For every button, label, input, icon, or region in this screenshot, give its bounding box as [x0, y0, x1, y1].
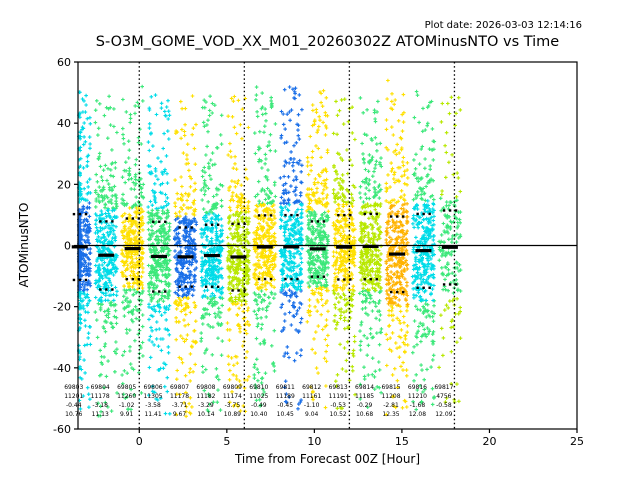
svg-text:-0.53: -0.53: [330, 402, 346, 409]
svg-text:-1.68: -1.68: [410, 402, 426, 409]
svg-text:-60: -60: [53, 423, 71, 436]
svg-text:11305: 11305: [144, 393, 163, 400]
svg-text:69817: 69817: [434, 384, 453, 391]
svg-text:11189: 11189: [276, 393, 295, 400]
svg-text:-3.75: -3.75: [225, 402, 241, 409]
svg-text:69811: 69811: [276, 384, 295, 391]
svg-text:15: 15: [395, 435, 409, 448]
svg-text:-40: -40: [53, 362, 71, 375]
svg-text:20: 20: [482, 435, 496, 448]
svg-text:-2.81: -2.81: [383, 402, 399, 409]
svg-text:69805: 69805: [117, 384, 136, 391]
svg-text:11201: 11201: [64, 393, 83, 400]
svg-text:9.04: 9.04: [305, 411, 319, 418]
svg-text:9.91: 9.91: [120, 411, 134, 418]
svg-text:-1.02: -1.02: [119, 402, 135, 409]
svg-text:69810: 69810: [249, 384, 268, 391]
svg-text:12.09: 12.09: [435, 411, 452, 418]
svg-text:69814: 69814: [355, 384, 374, 391]
svg-text:69813: 69813: [329, 384, 348, 391]
svg-text:-1.10: -1.10: [304, 402, 320, 409]
svg-text:11185: 11185: [355, 393, 374, 400]
svg-text:10.45: 10.45: [277, 411, 294, 418]
svg-text:-0.29: -0.29: [357, 402, 373, 409]
svg-text:11191: 11191: [329, 393, 348, 400]
svg-text:69809: 69809: [223, 384, 242, 391]
svg-text:20: 20: [57, 178, 71, 191]
svg-text:12.08: 12.08: [409, 411, 426, 418]
svg-text:10.89: 10.89: [224, 411, 241, 418]
svg-text:11210: 11210: [408, 393, 427, 400]
svg-text:69806: 69806: [144, 384, 163, 391]
svg-text:11174: 11174: [223, 393, 242, 400]
svg-text:11161: 11161: [302, 393, 321, 400]
svg-text:-0.44: -0.44: [66, 402, 82, 409]
svg-text:11260: 11260: [117, 393, 136, 400]
svg-text:-3.18: -3.18: [92, 402, 108, 409]
svg-text:10.40: 10.40: [250, 411, 267, 418]
svg-text:-20: -20: [53, 301, 71, 314]
svg-text:69804: 69804: [91, 384, 110, 391]
chart-title: S-O3M_GOME_VOD_XX_M01_20260302Z ATOMinus…: [95, 34, 560, 50]
svg-text:40: 40: [57, 117, 71, 130]
svg-text:11025: 11025: [249, 393, 268, 400]
y-axis-label: ATOMinusNTO: [17, 202, 31, 288]
svg-text:10.76: 10.76: [65, 411, 82, 418]
svg-text:-3.58: -3.58: [145, 402, 161, 409]
svg-text:11.41: 11.41: [144, 411, 161, 418]
svg-text:9.67: 9.67: [173, 411, 187, 418]
svg-text:-3.29: -3.29: [198, 402, 214, 409]
svg-text:11.13: 11.13: [92, 411, 109, 418]
svg-text:10.14: 10.14: [197, 411, 214, 418]
svg-text:69815: 69815: [381, 384, 400, 391]
svg-text:-0.49: -0.49: [251, 402, 267, 409]
svg-text:69812: 69812: [302, 384, 321, 391]
svg-text:69808: 69808: [196, 384, 215, 391]
svg-text:69807: 69807: [170, 384, 189, 391]
svg-text:-0.45: -0.45: [277, 402, 293, 409]
svg-text:4756: 4756: [436, 393, 451, 400]
svg-text:10.68: 10.68: [356, 411, 373, 418]
svg-text:10: 10: [307, 435, 321, 448]
svg-text:69816: 69816: [408, 384, 427, 391]
plot-date: Plot date: 2026-03-03 12:14:16: [424, 20, 582, 31]
svg-text:60: 60: [57, 56, 71, 69]
svg-text:11182: 11182: [196, 393, 215, 400]
svg-text:10.52: 10.52: [330, 411, 347, 418]
svg-text:25: 25: [570, 435, 584, 448]
svg-text:69803: 69803: [64, 384, 83, 391]
svg-text:11178: 11178: [170, 393, 189, 400]
svg-text:5: 5: [223, 435, 230, 448]
svg-text:0: 0: [64, 240, 71, 253]
svg-text:-3.71: -3.71: [172, 402, 188, 409]
x-axis-label: Time from Forecast 00Z [Hour]: [234, 452, 421, 466]
svg-text:12.35: 12.35: [382, 411, 399, 418]
svg-text:0: 0: [136, 435, 143, 448]
svg-text:-0.58: -0.58: [436, 402, 452, 409]
svg-text:11208: 11208: [381, 393, 400, 400]
svg-text:11178: 11178: [91, 393, 110, 400]
